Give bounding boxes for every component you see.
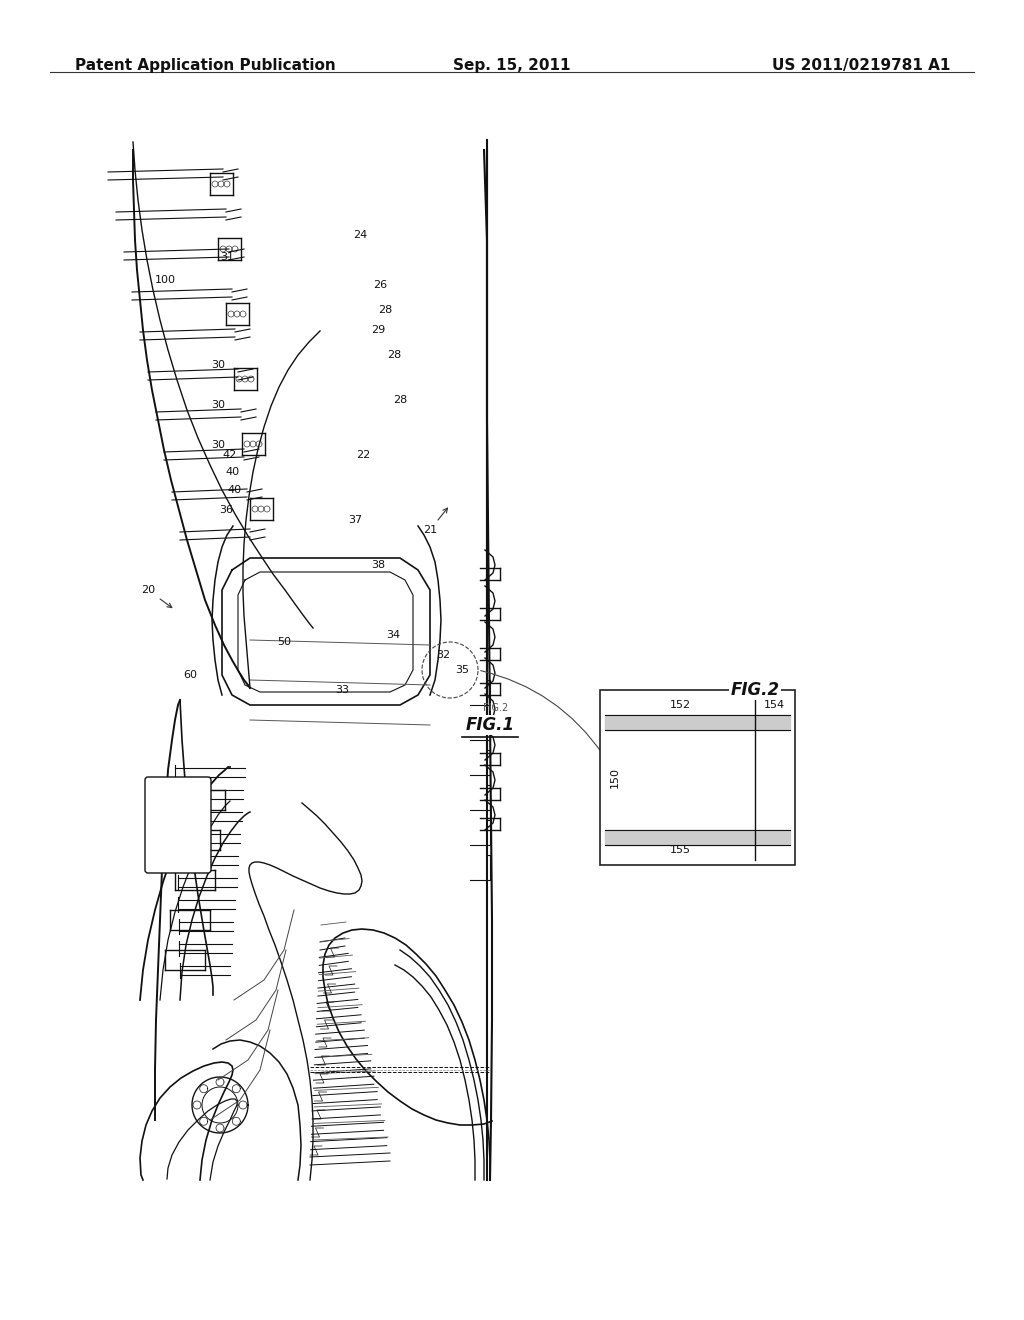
Text: 60: 60 — [183, 671, 197, 680]
Text: 100: 100 — [155, 275, 175, 285]
Text: 40: 40 — [228, 484, 242, 495]
Text: FIG.2: FIG.2 — [483, 704, 508, 713]
Text: 28: 28 — [378, 305, 392, 315]
Text: 22: 22 — [356, 450, 370, 459]
Text: FIG.1: FIG.1 — [466, 715, 515, 734]
Text: 20: 20 — [141, 585, 172, 607]
Text: 50: 50 — [278, 638, 291, 647]
Text: 31: 31 — [220, 252, 234, 261]
Text: 21: 21 — [423, 508, 447, 535]
Text: 42: 42 — [223, 450, 238, 459]
Text: 38: 38 — [371, 560, 385, 570]
Bar — [600, 690, 795, 865]
Text: 36: 36 — [219, 506, 233, 515]
Text: 30: 30 — [211, 360, 225, 370]
Text: US 2011/0219781 A1: US 2011/0219781 A1 — [772, 58, 950, 73]
Text: 37: 37 — [348, 515, 362, 525]
Text: Sep. 15, 2011: Sep. 15, 2011 — [454, 58, 570, 73]
Text: 28: 28 — [393, 395, 408, 405]
Text: 152: 152 — [670, 700, 690, 710]
Text: 24: 24 — [353, 230, 368, 240]
Text: 150: 150 — [610, 767, 620, 788]
Text: 33: 33 — [335, 685, 349, 696]
Text: 35: 35 — [455, 665, 469, 675]
Text: 29: 29 — [371, 325, 385, 335]
Text: FIG.2: FIG.2 — [730, 681, 779, 700]
Text: 154: 154 — [764, 700, 785, 710]
Text: 32: 32 — [436, 649, 451, 660]
Text: 34: 34 — [386, 630, 400, 640]
Text: 40: 40 — [225, 467, 239, 477]
FancyBboxPatch shape — [145, 777, 211, 873]
Text: Patent Application Publication: Patent Application Publication — [75, 58, 336, 73]
Text: 30: 30 — [211, 440, 225, 450]
Text: 26: 26 — [373, 280, 387, 290]
Text: 28: 28 — [387, 350, 401, 360]
Text: 155: 155 — [670, 845, 690, 855]
Text: 30: 30 — [211, 400, 225, 411]
